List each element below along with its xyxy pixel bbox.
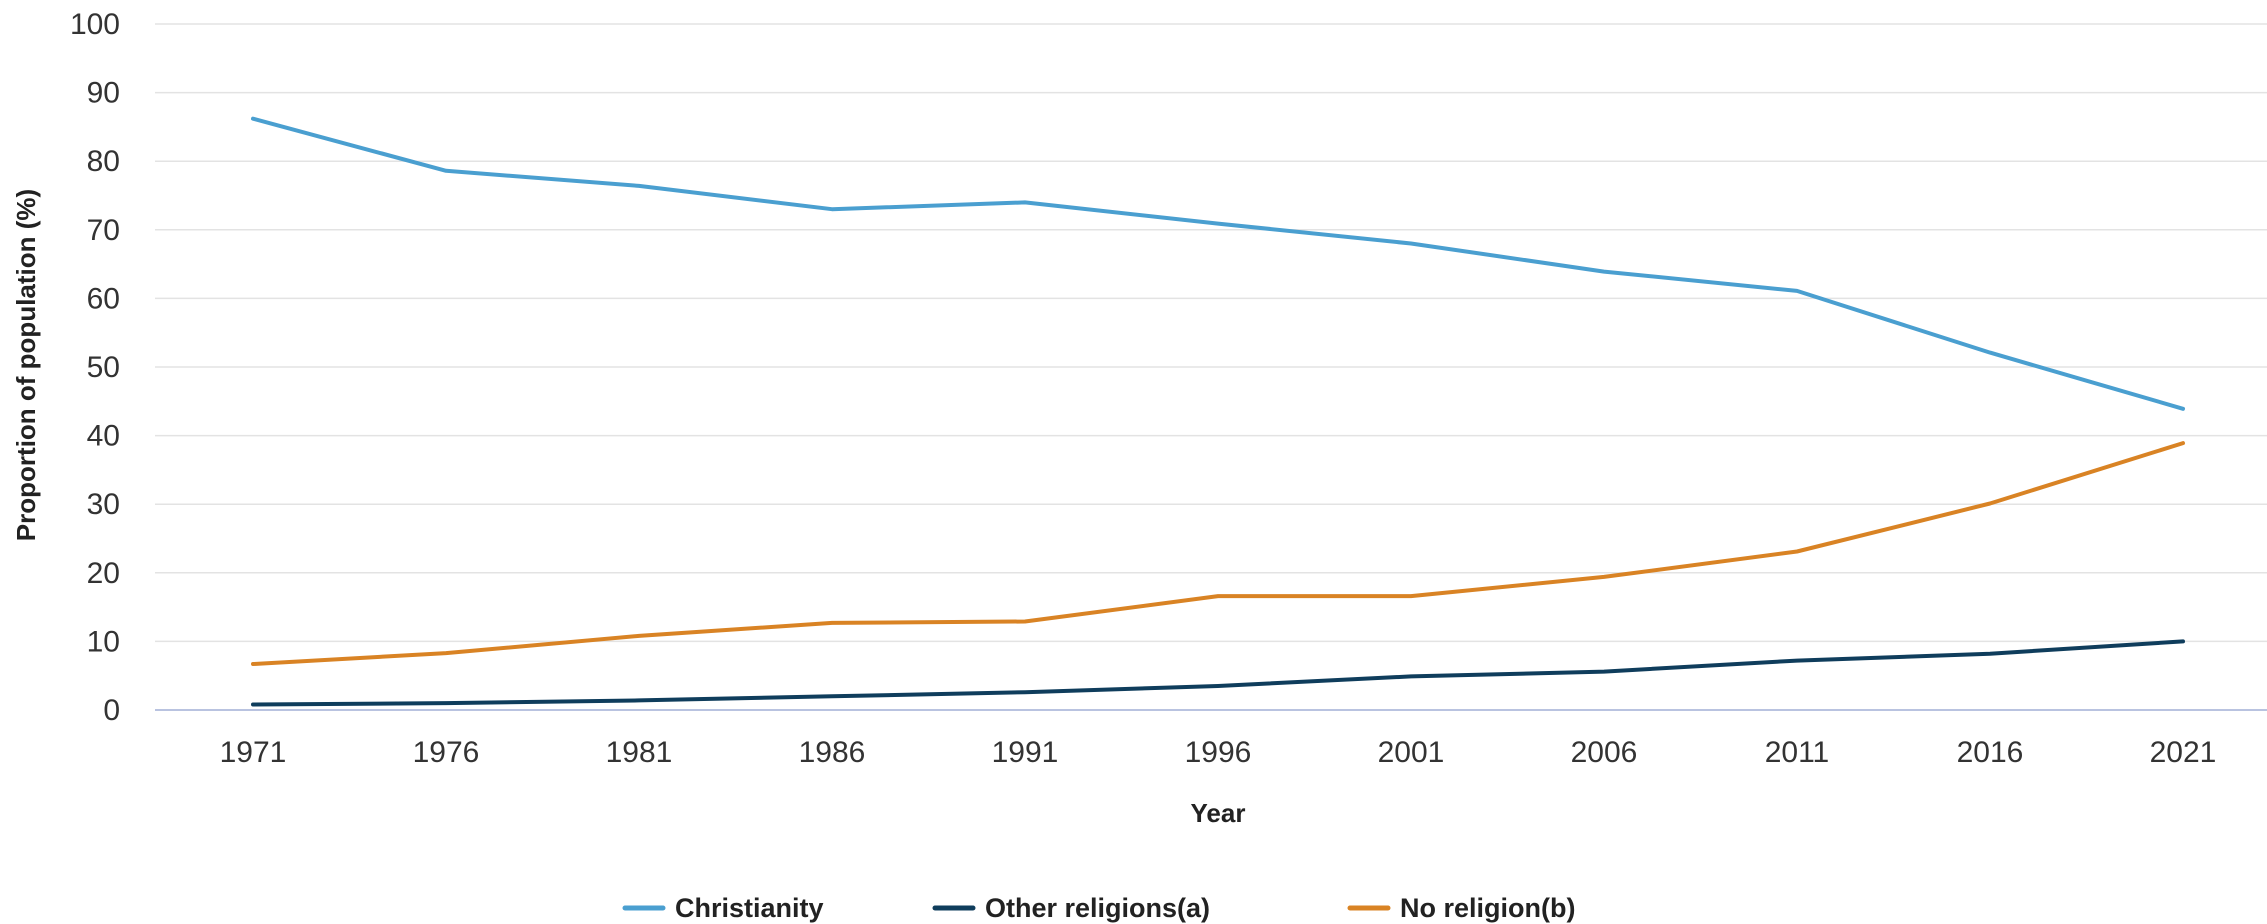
y-tick-label: 100 xyxy=(70,8,120,41)
x-tick-label: 1976 xyxy=(413,736,480,769)
y-tick-label: 50 xyxy=(87,351,120,384)
legend-label: Christianity xyxy=(675,893,824,923)
x-axis-ticks: 1971 1976 1981 1986 1991 1996 2001 2006 2011 2016… xyxy=(220,736,2217,769)
y-tick-label: 90 xyxy=(87,77,120,110)
y-tick-label: 80 xyxy=(87,145,120,178)
x-tick-label: 2006 xyxy=(1571,736,1638,769)
x-tick-label: 1986 xyxy=(799,736,866,769)
x-tick-label: 2011 xyxy=(1765,736,1830,769)
y-axis-ticks: 0 10 20 30 40 50 60 70 80 90 100 xyxy=(70,8,120,727)
x-tick-label: 2001 xyxy=(1378,736,1445,769)
y-tick-label: 30 xyxy=(87,488,120,521)
x-axis-title: Year xyxy=(1191,798,1246,828)
series-line-1 xyxy=(251,639,2185,707)
y-tick-label: 0 xyxy=(103,694,120,727)
y-tick-label: 10 xyxy=(87,625,120,658)
y-tick-label: 20 xyxy=(87,557,120,590)
x-tick-label: 1971 xyxy=(220,736,287,769)
grid-lines xyxy=(155,23,2267,711)
y-axis-title: Proportion of population (%) xyxy=(11,189,41,541)
legend-label: No religion(b) xyxy=(1400,893,1575,923)
x-tick-label: 1991 xyxy=(992,736,1059,769)
y-tick-label: 70 xyxy=(87,214,120,247)
y-tick-label: 60 xyxy=(87,282,120,315)
legend-label: Other religions(a) xyxy=(985,893,1210,923)
x-tick-label: 2016 xyxy=(1957,736,2024,769)
series-line-2 xyxy=(251,441,2185,666)
series-line-0 xyxy=(251,116,2185,411)
x-tick-label: 2021 xyxy=(2150,736,2217,769)
x-tick-label: 1981 xyxy=(606,736,673,769)
legend: Christianity Other religions(a) No religio… xyxy=(622,893,1575,923)
y-tick-label: 40 xyxy=(87,420,120,453)
x-tick-label: 1996 xyxy=(1185,736,1252,769)
series-lines xyxy=(251,116,2185,707)
